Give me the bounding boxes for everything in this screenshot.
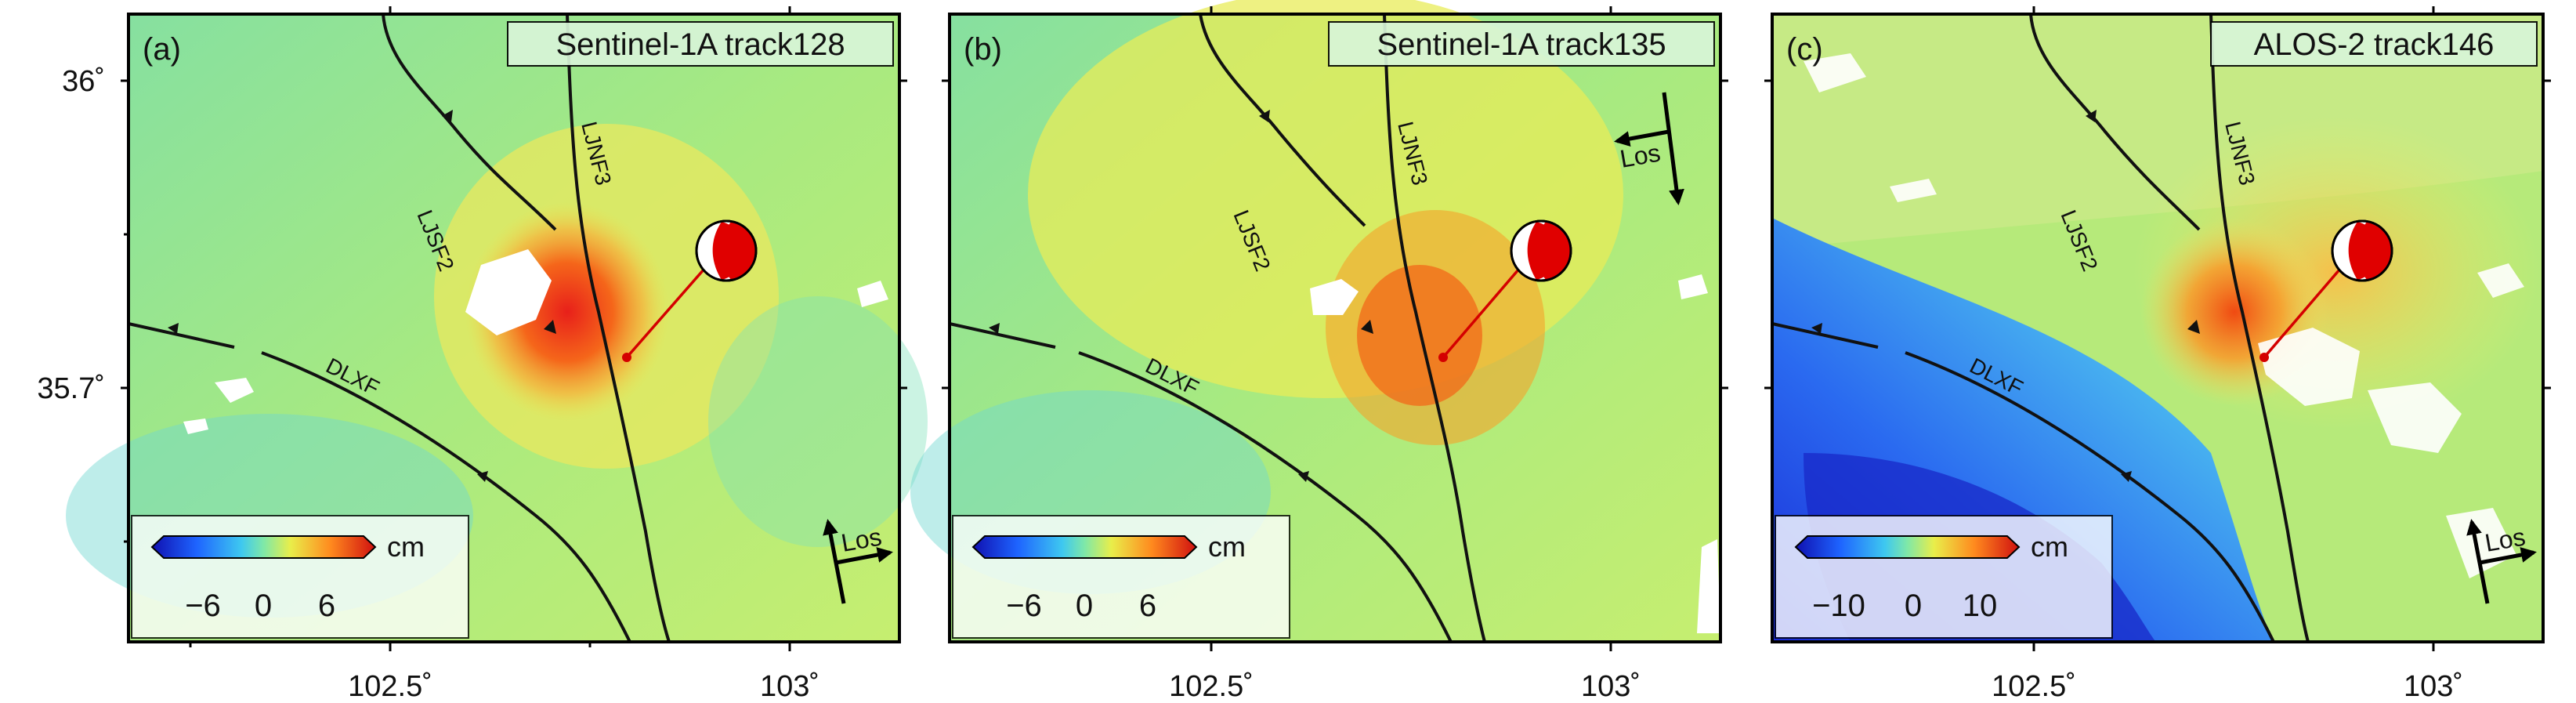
decorrelated-area xyxy=(1804,53,2524,578)
lat-label: 35.7˚ xyxy=(37,372,105,405)
colorbar-tick: 6 xyxy=(1139,589,1156,623)
epicenter-link xyxy=(625,267,706,359)
focal-mechanism-beachball xyxy=(1510,219,1572,282)
colorbar xyxy=(150,535,377,559)
colorbar-tick: −6 xyxy=(1006,589,1042,623)
panel-title: ALOS-2 track146 xyxy=(2254,27,2495,62)
colorbar-tick: 0 xyxy=(255,589,272,623)
map-frame xyxy=(1771,13,2545,643)
los-arrows xyxy=(2466,519,2537,604)
title-box xyxy=(1328,21,1715,67)
epicenter-dot xyxy=(2259,353,2269,362)
colorbar-unit: cm xyxy=(387,531,425,563)
fault-ljsf2 xyxy=(1199,13,1366,227)
fault-dlxf xyxy=(261,351,631,643)
colorbar-unit: cm xyxy=(2031,531,2068,563)
colorbar xyxy=(971,535,1198,559)
panel-a: LJSF2 LJNF3 DLXF (a) Sentinel-1A track12… xyxy=(37,6,928,703)
los-label: Los xyxy=(1618,138,1662,172)
lon-label: 102.5˚ xyxy=(1169,670,1254,703)
colorbar-tick: 6 xyxy=(318,589,335,623)
epicenter-link xyxy=(1442,267,1521,359)
los-label: Los xyxy=(839,522,884,556)
fault-dlxf xyxy=(1905,351,2275,643)
colorbar xyxy=(1794,535,2021,559)
focal-mechanism-beachball xyxy=(2331,219,2393,282)
panel-letter: (b) xyxy=(964,32,1002,67)
focal-mechanism-beachball xyxy=(695,219,758,282)
fault-ljsf2 xyxy=(382,13,557,231)
epicenter-dot xyxy=(622,353,631,362)
lat-label: 36˚ xyxy=(62,65,105,98)
colorbar-tick: 0 xyxy=(1076,589,1093,623)
los-label: Los xyxy=(2483,522,2527,556)
panel-title: Sentinel-1A track128 xyxy=(555,27,845,62)
fault-ljsf2 xyxy=(2029,13,2201,231)
colorbar-tick: −6 xyxy=(185,589,221,623)
lon-label: 102.5˚ xyxy=(1992,670,2076,703)
los-arrows xyxy=(823,519,893,604)
panel-c: LJSF2 LJNF3 DLXF (c) ALOS-2 track146 Los… xyxy=(1764,6,2551,703)
cyan-area xyxy=(708,296,928,547)
panel-letter: (c) xyxy=(1786,32,1823,67)
panel-letter: (a) xyxy=(143,32,181,67)
panel-title: Sentinel-1A track135 xyxy=(1377,27,1666,62)
decorrelated-area xyxy=(465,249,552,335)
panel-b: LJSF2 LJNF3 DLXF (b) Sentinel-1A track13… xyxy=(910,0,1728,703)
fault-ljnf3 xyxy=(1383,13,1486,643)
map-frame xyxy=(948,13,1722,643)
los-arrows xyxy=(1614,92,1684,205)
fault-dlxf xyxy=(1078,351,1453,643)
fault-ljnf3 xyxy=(2209,13,2310,643)
title-box xyxy=(507,21,894,67)
epicenter-dot xyxy=(1438,353,1448,362)
lon-label: 102.5˚ xyxy=(348,670,432,703)
colorbar-tick: 0 xyxy=(1905,589,1922,623)
lon-label: 103˚ xyxy=(1581,670,1641,703)
epicenter-link xyxy=(2263,267,2342,359)
fault-dlxf-west xyxy=(128,322,235,349)
title-box xyxy=(2210,21,2538,67)
lon-label: 103˚ xyxy=(760,670,819,703)
fault-dlxf-west xyxy=(949,322,1056,349)
colorbar-tick: −10 xyxy=(1812,589,1865,623)
colorbar-unit: cm xyxy=(1208,531,1246,563)
colorbar-tick: 10 xyxy=(1963,589,1998,623)
map-frame xyxy=(127,13,901,643)
lon-label: 103˚ xyxy=(2404,670,2463,703)
fault-ljnf3 xyxy=(566,13,671,643)
fault-dlxf-west xyxy=(1771,322,1879,349)
